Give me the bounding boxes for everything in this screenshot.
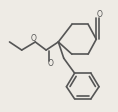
- Text: O: O: [30, 34, 36, 43]
- Text: O: O: [47, 58, 53, 67]
- Text: O: O: [97, 10, 103, 19]
